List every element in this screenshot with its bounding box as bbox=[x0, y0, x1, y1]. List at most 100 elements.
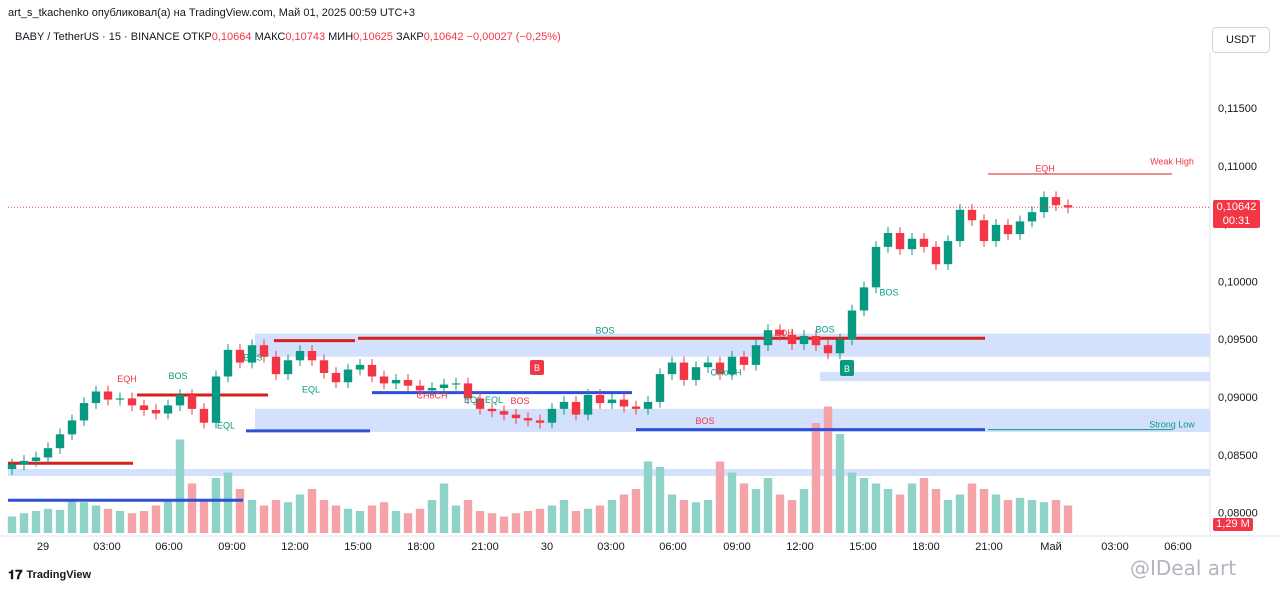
last-price: 0,10642 bbox=[1216, 201, 1257, 213]
candle-body bbox=[115, 398, 125, 400]
volume-bar bbox=[571, 511, 581, 533]
candle-body bbox=[679, 362, 689, 380]
candle-body bbox=[919, 238, 929, 247]
volume-bar bbox=[799, 489, 809, 533]
volume-bar bbox=[715, 461, 725, 533]
volume-bar bbox=[595, 505, 605, 533]
liquidity-zone bbox=[255, 408, 1210, 432]
candle-body bbox=[463, 383, 473, 399]
candle-body bbox=[859, 287, 869, 311]
time-tick-label: 30 bbox=[541, 541, 553, 553]
structure-label: BOS bbox=[815, 324, 834, 334]
volume-bar bbox=[103, 508, 113, 533]
low-label: МИН bbox=[328, 31, 354, 43]
structure-label: BOS bbox=[168, 371, 187, 381]
volume-bar bbox=[67, 500, 77, 533]
volume-bar bbox=[883, 489, 893, 533]
candle-body bbox=[163, 405, 173, 414]
volume-bar bbox=[259, 505, 269, 533]
candle-body bbox=[895, 232, 905, 250]
candle-body bbox=[523, 418, 533, 421]
candle-body bbox=[79, 403, 89, 421]
close-label: ЗАКР bbox=[395, 31, 424, 43]
candle-body bbox=[967, 209, 977, 221]
volume-bar bbox=[139, 511, 149, 533]
volume-bar bbox=[691, 502, 701, 533]
candle-body bbox=[55, 434, 65, 449]
candle-body bbox=[667, 362, 677, 375]
symbol-label[interactable]: BABY / TetherUS · 15 · BINANCE bbox=[15, 31, 180, 43]
time-tick-label: 06:00 bbox=[659, 541, 687, 553]
candle-body bbox=[43, 448, 53, 458]
candle-body bbox=[1063, 205, 1073, 208]
currency-button[interactable]: USDT bbox=[1212, 27, 1270, 53]
volume-bar bbox=[223, 472, 233, 533]
candle-body bbox=[847, 310, 857, 340]
volume-bar bbox=[295, 494, 305, 533]
close-value: 0,10642 bbox=[423, 31, 464, 43]
volume-bar bbox=[955, 494, 965, 533]
candle-body bbox=[607, 399, 617, 404]
candle-body bbox=[439, 384, 449, 389]
tradingview-brand[interactable]: 𝟏𝟕 TradingView bbox=[8, 567, 91, 583]
volume-bar bbox=[439, 483, 449, 533]
volume-bar bbox=[187, 483, 197, 533]
buy-marker bbox=[840, 360, 854, 376]
volume-bar bbox=[307, 489, 317, 533]
volume-bar bbox=[391, 511, 401, 533]
volume-badge: 1,29 M bbox=[1213, 518, 1253, 531]
candle-body bbox=[319, 360, 329, 373]
high-label: МАКС bbox=[254, 31, 286, 43]
volume-bar bbox=[991, 494, 1001, 533]
candle-body bbox=[403, 379, 413, 386]
high-value: 0,10743 bbox=[285, 31, 326, 43]
volume-bar bbox=[607, 500, 617, 533]
candle-body bbox=[619, 399, 629, 407]
volume-bar bbox=[475, 511, 485, 533]
volume-bar bbox=[55, 509, 65, 533]
brand-label: TradingView bbox=[26, 569, 92, 581]
volume-bar bbox=[811, 423, 821, 533]
open-label: ОТКР bbox=[182, 31, 212, 43]
candle-body bbox=[787, 334, 797, 345]
time-tick-label: 29 bbox=[37, 541, 49, 553]
volume-bar bbox=[703, 500, 713, 533]
structure-label: EQH bbox=[774, 328, 794, 338]
volume-bar bbox=[379, 502, 389, 533]
sell-marker-label: B bbox=[534, 363, 540, 373]
candle-body bbox=[559, 401, 569, 409]
candle-body bbox=[67, 420, 77, 435]
open-value: 0,10664 bbox=[211, 31, 252, 43]
candle-body bbox=[823, 345, 833, 354]
time-tick-label: 12:00 bbox=[786, 541, 814, 553]
structure-label: BOS bbox=[879, 287, 898, 297]
volume-bar bbox=[835, 434, 845, 533]
candle-body bbox=[331, 372, 341, 383]
time-tick-label: 06:00 bbox=[1164, 541, 1192, 553]
candle-body bbox=[871, 246, 881, 288]
candle-body bbox=[487, 408, 497, 412]
time-tick-label: 03:00 bbox=[597, 541, 625, 553]
candle-body bbox=[571, 401, 581, 415]
low-value: 0,10625 bbox=[353, 31, 393, 43]
volume-bar bbox=[1027, 500, 1037, 533]
volume-bar bbox=[1015, 497, 1025, 533]
volume-bar bbox=[151, 505, 161, 533]
structure-label: EQL bbox=[217, 421, 235, 431]
candle-body bbox=[391, 379, 401, 384]
volume-bar bbox=[727, 472, 737, 533]
candle-body bbox=[1003, 224, 1013, 235]
volume-bar bbox=[115, 511, 125, 533]
candle-body bbox=[511, 414, 521, 419]
volume-bar bbox=[175, 439, 185, 533]
volume-bar bbox=[163, 500, 173, 533]
candle-body bbox=[655, 374, 665, 402]
volume-bar bbox=[355, 511, 365, 533]
publish-line: art_s_tkachenko опубликовал(а) на Tradin… bbox=[8, 7, 415, 19]
volume-bar bbox=[943, 500, 953, 533]
candle-body bbox=[595, 394, 605, 404]
price-tick-label: 0,10000 bbox=[1218, 276, 1258, 288]
candle-body bbox=[199, 408, 209, 423]
